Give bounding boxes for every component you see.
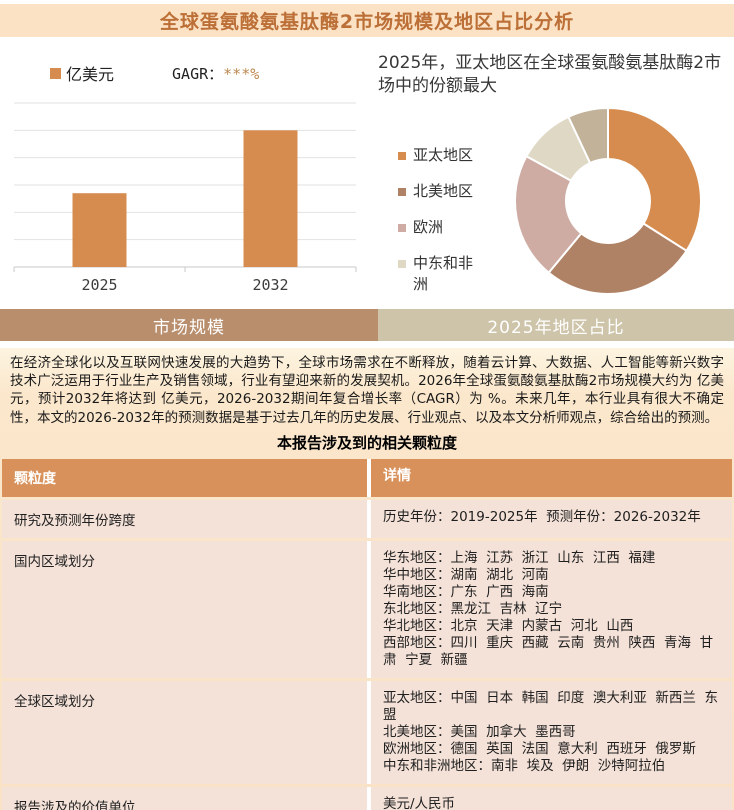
- row-label: 国内区域划分: [14, 553, 95, 570]
- row-label: 全球区域划分: [14, 693, 95, 710]
- table-header-row: 颗粒度 详情: [2, 458, 732, 497]
- market-size-chart-panel: 亿美元 GAGR：***% 2025 2032: [0, 37, 367, 305]
- legend-item-north-america: 北美地区: [398, 181, 477, 202]
- cagr-masked-value: ***%: [223, 64, 260, 83]
- section-tabs: 市场规模 2025年地区占比: [0, 309, 734, 341]
- legend-item-europe: 欧洲: [398, 217, 477, 238]
- page-title: 全球蛋氨酸氨基肽酶2市场规模及地区占比分析: [159, 11, 575, 33]
- table-row: 国内区域划分 华东地区：上海 江苏 浙江 山东 江西 福建 华中地区：湖南 湖北…: [2, 540, 732, 678]
- legend-square-icon: [398, 188, 406, 196]
- bar-category-label: 2025: [81, 276, 117, 294]
- donut-chart: [508, 101, 708, 301]
- pie-chart-legend: 亚太地区 北美地区 欧洲 中东和非洲: [398, 145, 477, 310]
- pie-chart-title: 2025年，亚太地区在全球蛋氨酸氨基肽酶2市场中的份额最大: [378, 53, 722, 97]
- table-header-granularity: 颗粒度: [14, 470, 56, 487]
- granularity-table: 颗粒度 详情 研究及预测年份跨度 历史年份：2019-2025年 预测年份：20…: [2, 458, 732, 810]
- bar-2032: [243, 130, 298, 267]
- legend-square-icon: [398, 152, 406, 160]
- bar-chart: 2025 2032: [0, 91, 367, 307]
- table-row: 报告涉及的价值单位 美元/人民币: [2, 786, 732, 810]
- tab-region-share-2025[interactable]: 2025年地区占比: [378, 309, 734, 341]
- legend-square-icon: [398, 260, 406, 268]
- cagr-note: GAGR：***%: [172, 63, 259, 84]
- cagr-label: GAGR：: [172, 64, 224, 83]
- donut-slice-亚太地区: [607, 107, 702, 252]
- charts-row: 亿美元 GAGR：***% 2025 2032 2025年，亚太地区在全球蛋氨酸氨…: [0, 37, 734, 305]
- legend-label: 亚太地区: [413, 146, 474, 164]
- row-label: 报告涉及的价值单位: [14, 799, 136, 810]
- bar-2025: [72, 193, 127, 267]
- report-title-bar: 全球蛋氨酸氨基肽酶2市场规模及地区占比分析: [0, 4, 734, 37]
- row-detail: 华东地区：上海 江苏 浙江 山东 江西 福建 华中地区：湖南 湖北 河南 华南地…: [367, 540, 732, 678]
- legend-item-mea: 中东和非洲: [398, 253, 477, 295]
- tab-market-size[interactable]: 市场规模: [0, 309, 378, 341]
- bar-unit-label: 亿美元: [66, 65, 115, 84]
- donut-slice-欧洲: [514, 155, 583, 274]
- legend-square-icon: [50, 67, 61, 79]
- region-share-chart-panel: 2025年，亚太地区在全球蛋氨酸氨基肽酶2市场中的份额最大 亚太地区 北美地区 …: [367, 37, 734, 305]
- bar-category-label: 2032: [252, 276, 288, 294]
- legend-label: 中东和非洲: [413, 254, 474, 293]
- donut-slice-北美地区: [547, 222, 688, 295]
- donut-slice-4: [567, 107, 609, 164]
- report-body: 在经济全球化以及互联网快速发展的大趋势下，全球市场需求在不断释放，随着云计算、大…: [0, 348, 734, 810]
- row-detail: 美元/人民币: [367, 786, 732, 810]
- row-detail: 历史年份：2019-2025年 预测年份：2026-2032年: [367, 499, 732, 538]
- intro-paragraph: 在经济全球化以及互联网快速发展的大趋势下，全球市场需求在不断释放，随着云计算、大…: [10, 355, 724, 426]
- legend-item-apac: 亚太地区: [398, 145, 477, 166]
- table-row: 研究及预测年份跨度 历史年份：2019-2025年 预测年份：2026-2032…: [2, 499, 732, 538]
- table-row: 全球区域划分 亚太地区：中国 日本 韩国 印度 澳大利亚 新西兰 东盟 北美地区…: [2, 680, 732, 784]
- legend-label: 欧洲: [413, 218, 444, 236]
- row-detail: 亚太地区：中国 日本 韩国 印度 澳大利亚 新西兰 东盟 北美地区：美国 加拿大…: [367, 680, 732, 784]
- table-title: 本报告涉及到的相关颗粒度: [276, 433, 457, 452]
- legend-square-icon: [398, 224, 406, 232]
- row-label: 研究及预测年份跨度: [14, 512, 136, 529]
- bar-chart-legend: 亿美元 GAGR：***%: [0, 37, 367, 85]
- legend-label: 北美地区: [413, 182, 474, 200]
- table-header-detail: 详情: [367, 458, 732, 497]
